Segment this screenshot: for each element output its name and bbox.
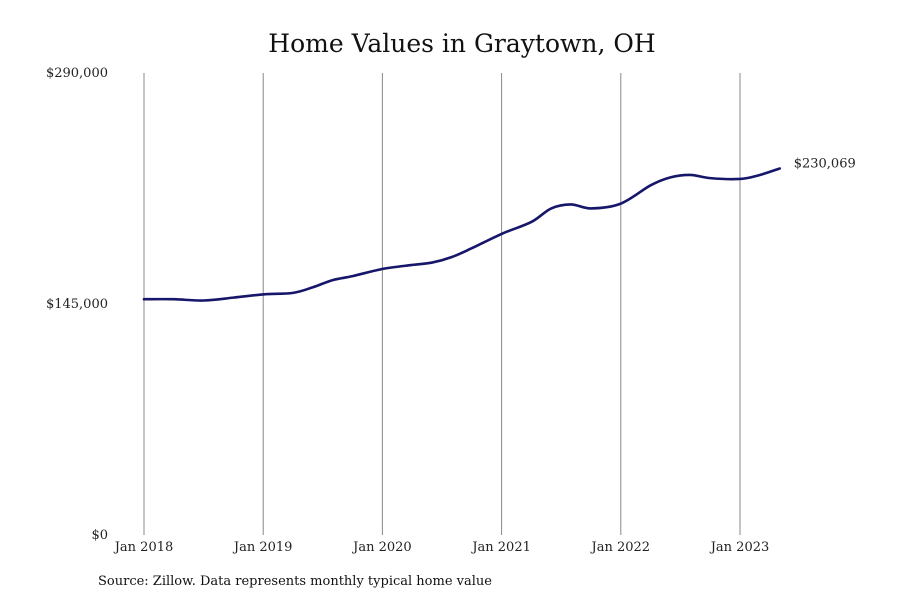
source-note: Source: Zillow. Data represents monthly … xyxy=(98,574,492,589)
x-tick-label: Jan 2021 xyxy=(470,540,531,555)
x-tick-label: Jan 2023 xyxy=(709,540,770,555)
series-line xyxy=(142,167,782,302)
x-tick-label: Jan 2022 xyxy=(590,540,651,555)
y-tick-label: $290,000 xyxy=(46,66,108,81)
end-value-label: $230,069 xyxy=(794,156,856,171)
chart-title: Home Values in Graytown, OH xyxy=(268,29,655,58)
x-tick-label: Jan 2020 xyxy=(351,540,412,555)
x-tick-label: Jan 2019 xyxy=(232,540,293,555)
y-tick-label: $0 xyxy=(91,528,108,543)
x-gridlines xyxy=(143,73,741,535)
x-tick-label: Jan 2018 xyxy=(113,540,174,555)
y-tick-label: $145,000 xyxy=(46,297,108,312)
y-axis-ticks: $0 $145,000 $290,000 xyxy=(46,66,108,543)
series-layer xyxy=(142,167,782,302)
x-axis-ticks: Jan 2018 Jan 2019 Jan 2020 Jan 2021 Jan 2022… xyxy=(113,540,770,555)
end-labels: $230,069 xyxy=(794,156,856,171)
